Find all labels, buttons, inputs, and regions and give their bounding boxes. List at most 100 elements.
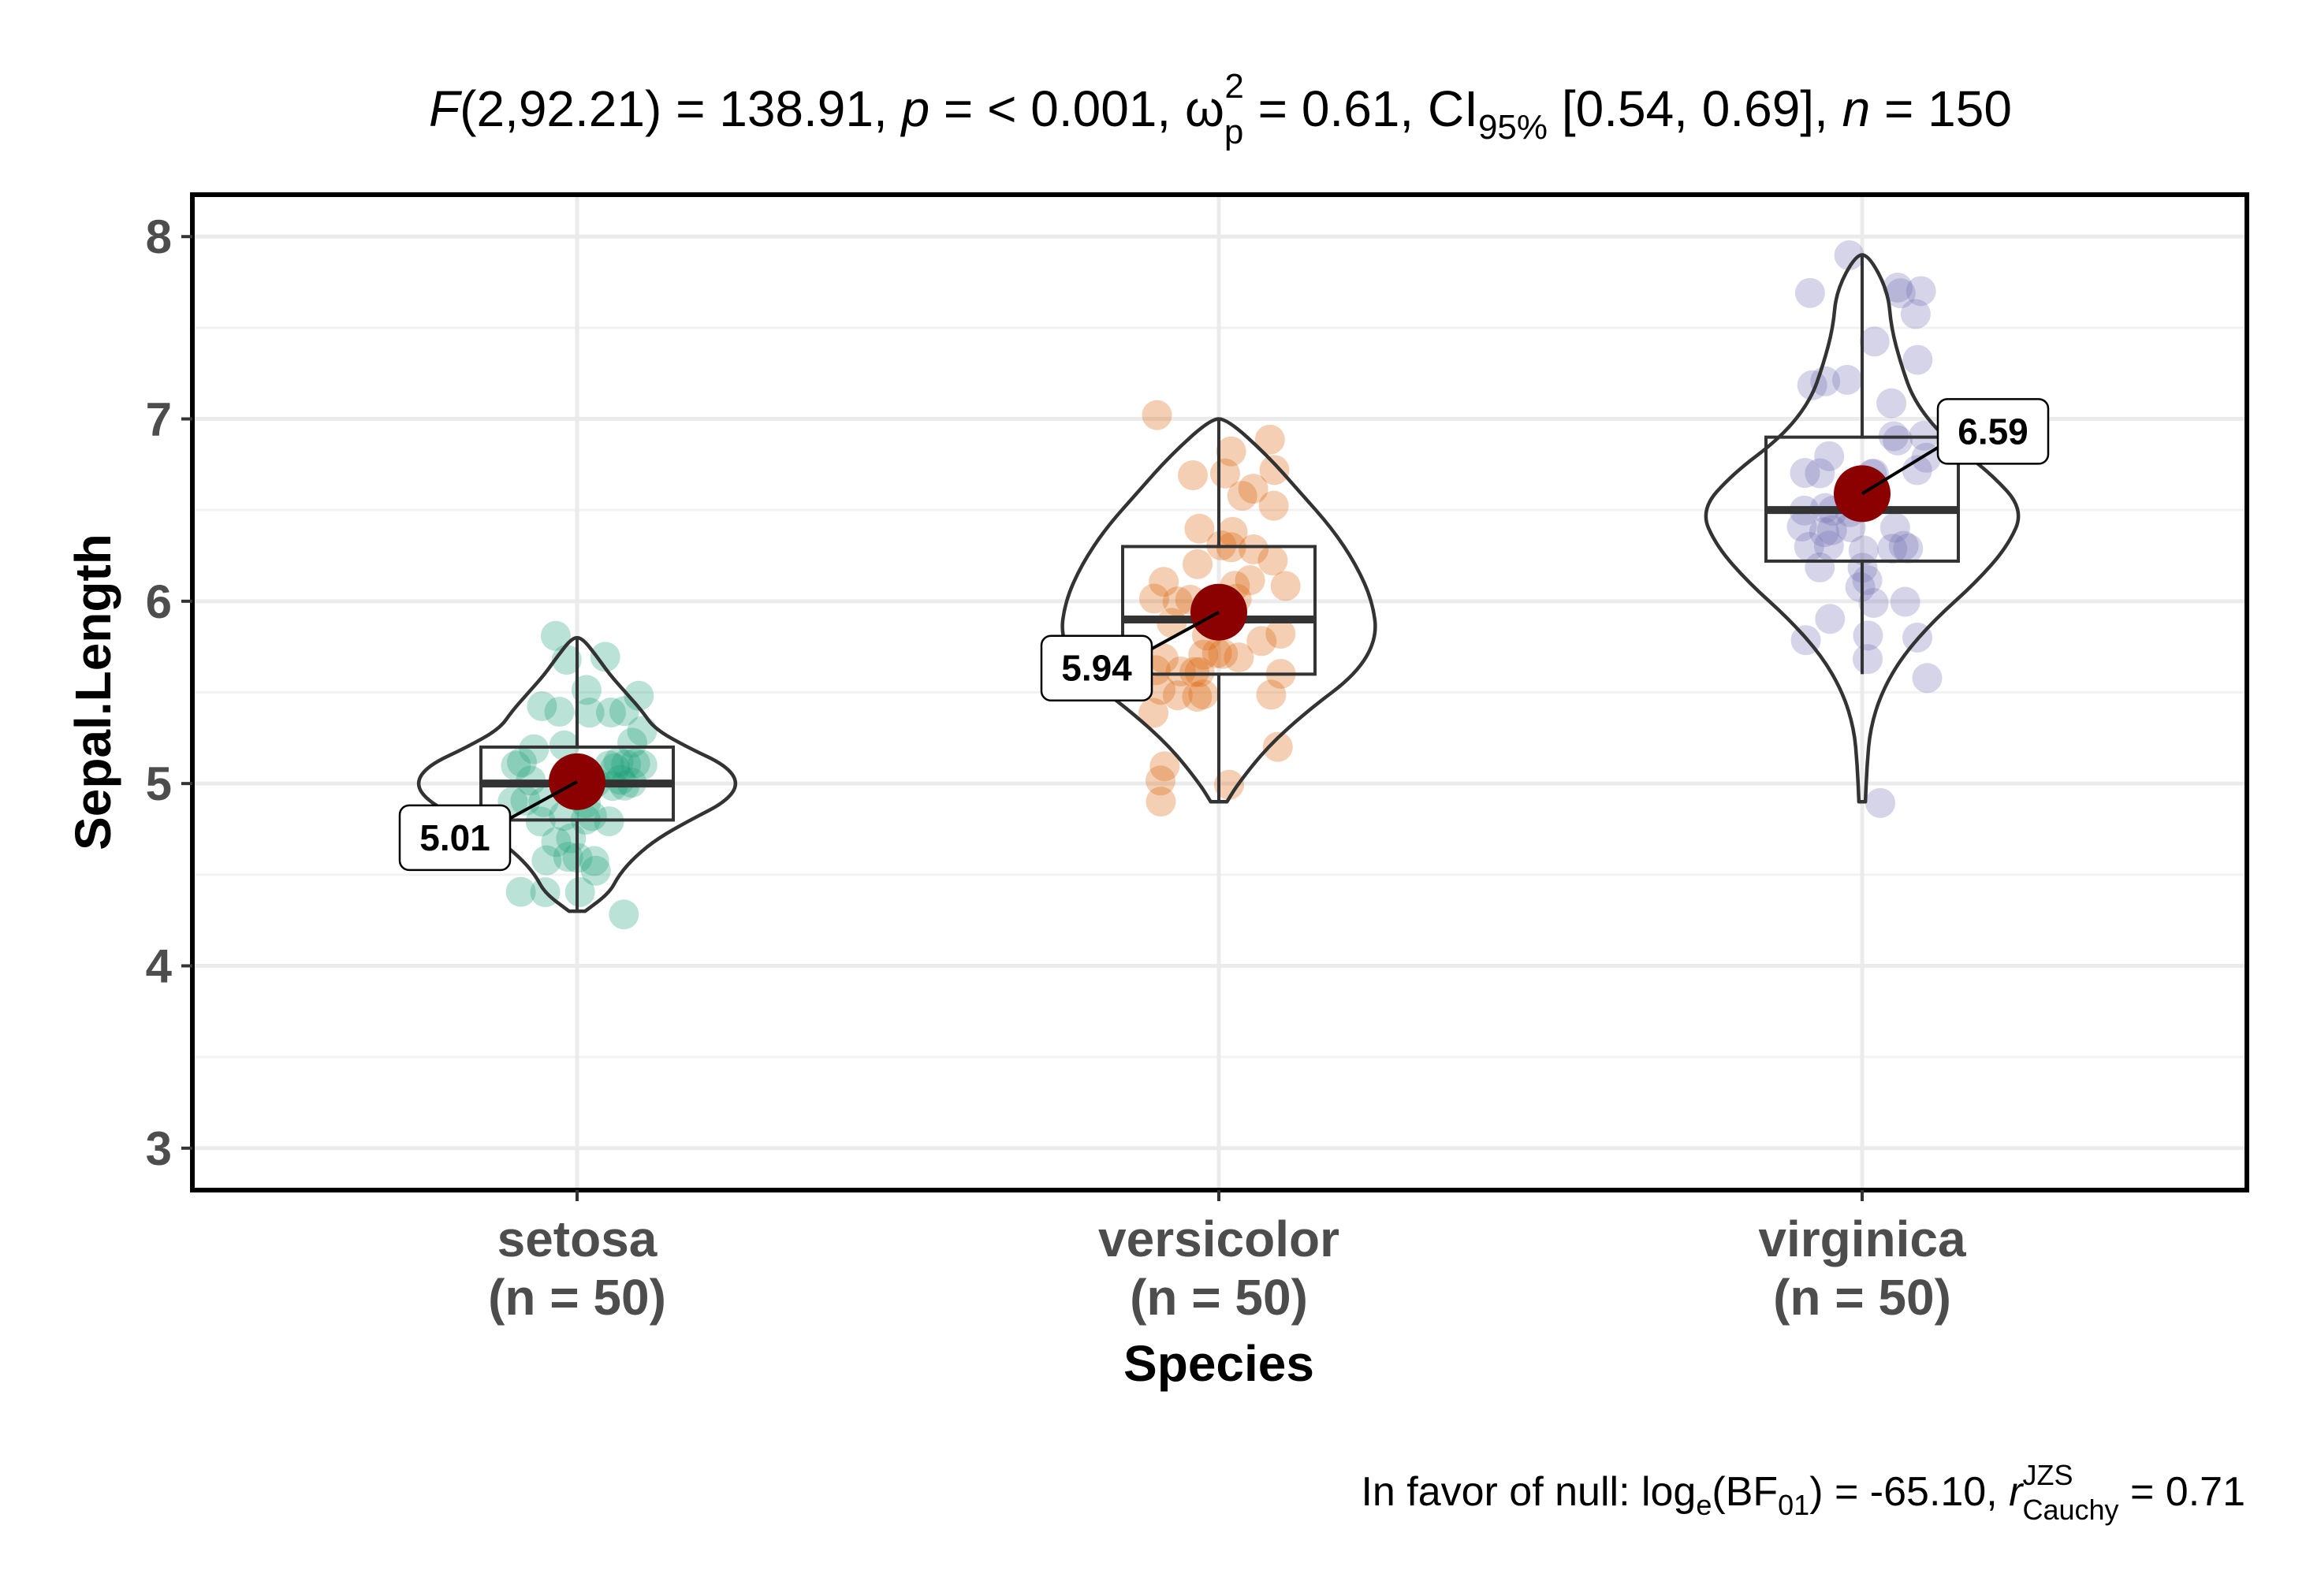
data-point: [1858, 587, 1889, 618]
data-point: [1834, 240, 1865, 270]
data-point: [1142, 400, 1172, 430]
n-label: n: [1842, 80, 1871, 137]
data-point: [1883, 425, 1913, 456]
data-point: [1902, 344, 1933, 375]
effect-value: = 0.61, CI: [1244, 80, 1478, 137]
data-point: [624, 680, 654, 711]
plot-marks: 5.01 5.94 6.59: [398, 240, 2050, 930]
data-point: [1270, 571, 1301, 601]
data-point: [1794, 531, 1824, 562]
caption-prefix: In favor of null: log: [1361, 1469, 1696, 1515]
y-tick-label: 5: [146, 757, 172, 810]
data-point: [549, 730, 579, 761]
data-point: [1879, 512, 1910, 543]
data-point: [1178, 460, 1209, 491]
x-tick-count-label: (n = 50): [488, 1269, 666, 1326]
mean-label-box: [398, 804, 512, 872]
data-point: [1912, 663, 1943, 694]
mean-label-connector: [509, 780, 578, 820]
mean-label: 5.94: [1061, 648, 1132, 689]
data-point: [1239, 534, 1269, 565]
data-point: [1188, 639, 1219, 670]
ci-value: [0.54, 0.69],: [1548, 80, 1842, 137]
data-point: [1888, 530, 1919, 561]
data-point: [1258, 490, 1289, 521]
x-tick-label: virginica: [1758, 1211, 1966, 1267]
data-point: [1165, 656, 1196, 686]
data-point: [1853, 620, 1883, 651]
data-point: [1805, 552, 1835, 582]
data-point: [1184, 657, 1215, 687]
chart-subtitle: F(2,92.21) = 138.91, p = < 0.001, ωp2 = …: [429, 67, 2012, 151]
data-point: [1900, 299, 1931, 329]
mean-label: 5.01: [419, 817, 490, 858]
data-point: [1256, 679, 1287, 710]
data-point: [1257, 545, 1288, 576]
data-point: [1217, 516, 1248, 547]
data-point: [1865, 787, 1896, 818]
data-point: [603, 747, 634, 778]
mean-label-connector: [1151, 610, 1220, 650]
effect-symbol: ω: [1185, 80, 1224, 137]
caption-r-label: r: [2009, 1469, 2025, 1515]
data-point: [1265, 619, 1296, 649]
data-point: [1809, 517, 1839, 548]
data-point: [1262, 731, 1293, 762]
mean-label-connector: [1861, 446, 1939, 496]
data-point: [1853, 644, 1883, 675]
data-point: [1209, 458, 1240, 489]
data-point: [1794, 277, 1825, 308]
data-point: [1816, 515, 1847, 545]
data-point: [1216, 436, 1246, 467]
data-point: [1814, 441, 1845, 471]
data-point: [1890, 586, 1920, 617]
box: [1121, 545, 1317, 676]
data-point: [1208, 638, 1239, 669]
data-point: [510, 785, 541, 816]
data-point: [1877, 534, 1908, 564]
data-point: [579, 846, 609, 876]
data-point: [1246, 626, 1277, 657]
caption-r-sup: JZS: [2022, 1459, 2073, 1491]
data-point: [540, 620, 571, 651]
data-point: [599, 753, 630, 783]
data-point: [627, 716, 658, 746]
data-point: [609, 696, 639, 727]
data-point: [1182, 681, 1213, 712]
y-axis-title: Sepal.Length: [65, 534, 121, 850]
stat-label: F: [429, 80, 463, 137]
data-point: [501, 750, 531, 781]
caption-bf-open: (BF: [1712, 1469, 1778, 1515]
data-point: [1162, 680, 1193, 711]
data-point: [571, 675, 602, 705]
group-versicolor: 5.94: [1040, 400, 1377, 817]
data-point: [1146, 765, 1176, 796]
caption-bf-close: ) = -65.10,: [1809, 1469, 2009, 1515]
effect-sup: 2: [1224, 67, 1243, 106]
data-point: [580, 855, 611, 886]
p-value: = < 0.001,: [929, 80, 1185, 137]
caption-log-sub: e: [1696, 1489, 1712, 1521]
group-setosa: 5.01: [398, 620, 738, 930]
data-point: [1184, 513, 1215, 544]
y-tick-label: 8: [146, 210, 172, 263]
data-point: [1188, 679, 1219, 709]
box: [1764, 435, 1960, 563]
effect-sub: p: [1224, 113, 1243, 151]
data-point: [1214, 769, 1245, 800]
data-point: [1859, 326, 1890, 357]
x-axis-title: Species: [1123, 1335, 1314, 1392]
data-point: [1883, 272, 1913, 303]
data-point: [1813, 530, 1844, 561]
data-point: [1146, 675, 1176, 705]
data-point: [1254, 424, 1285, 455]
data-point: [1259, 455, 1290, 485]
data-point: [1848, 535, 1879, 566]
data-point: [1906, 276, 1936, 307]
violin-outline: [1704, 253, 2021, 804]
caption-bf-sub: 01: [1778, 1489, 1809, 1521]
n-value: = 150: [1870, 80, 2012, 137]
mean-label: 6.59: [1958, 411, 2028, 452]
